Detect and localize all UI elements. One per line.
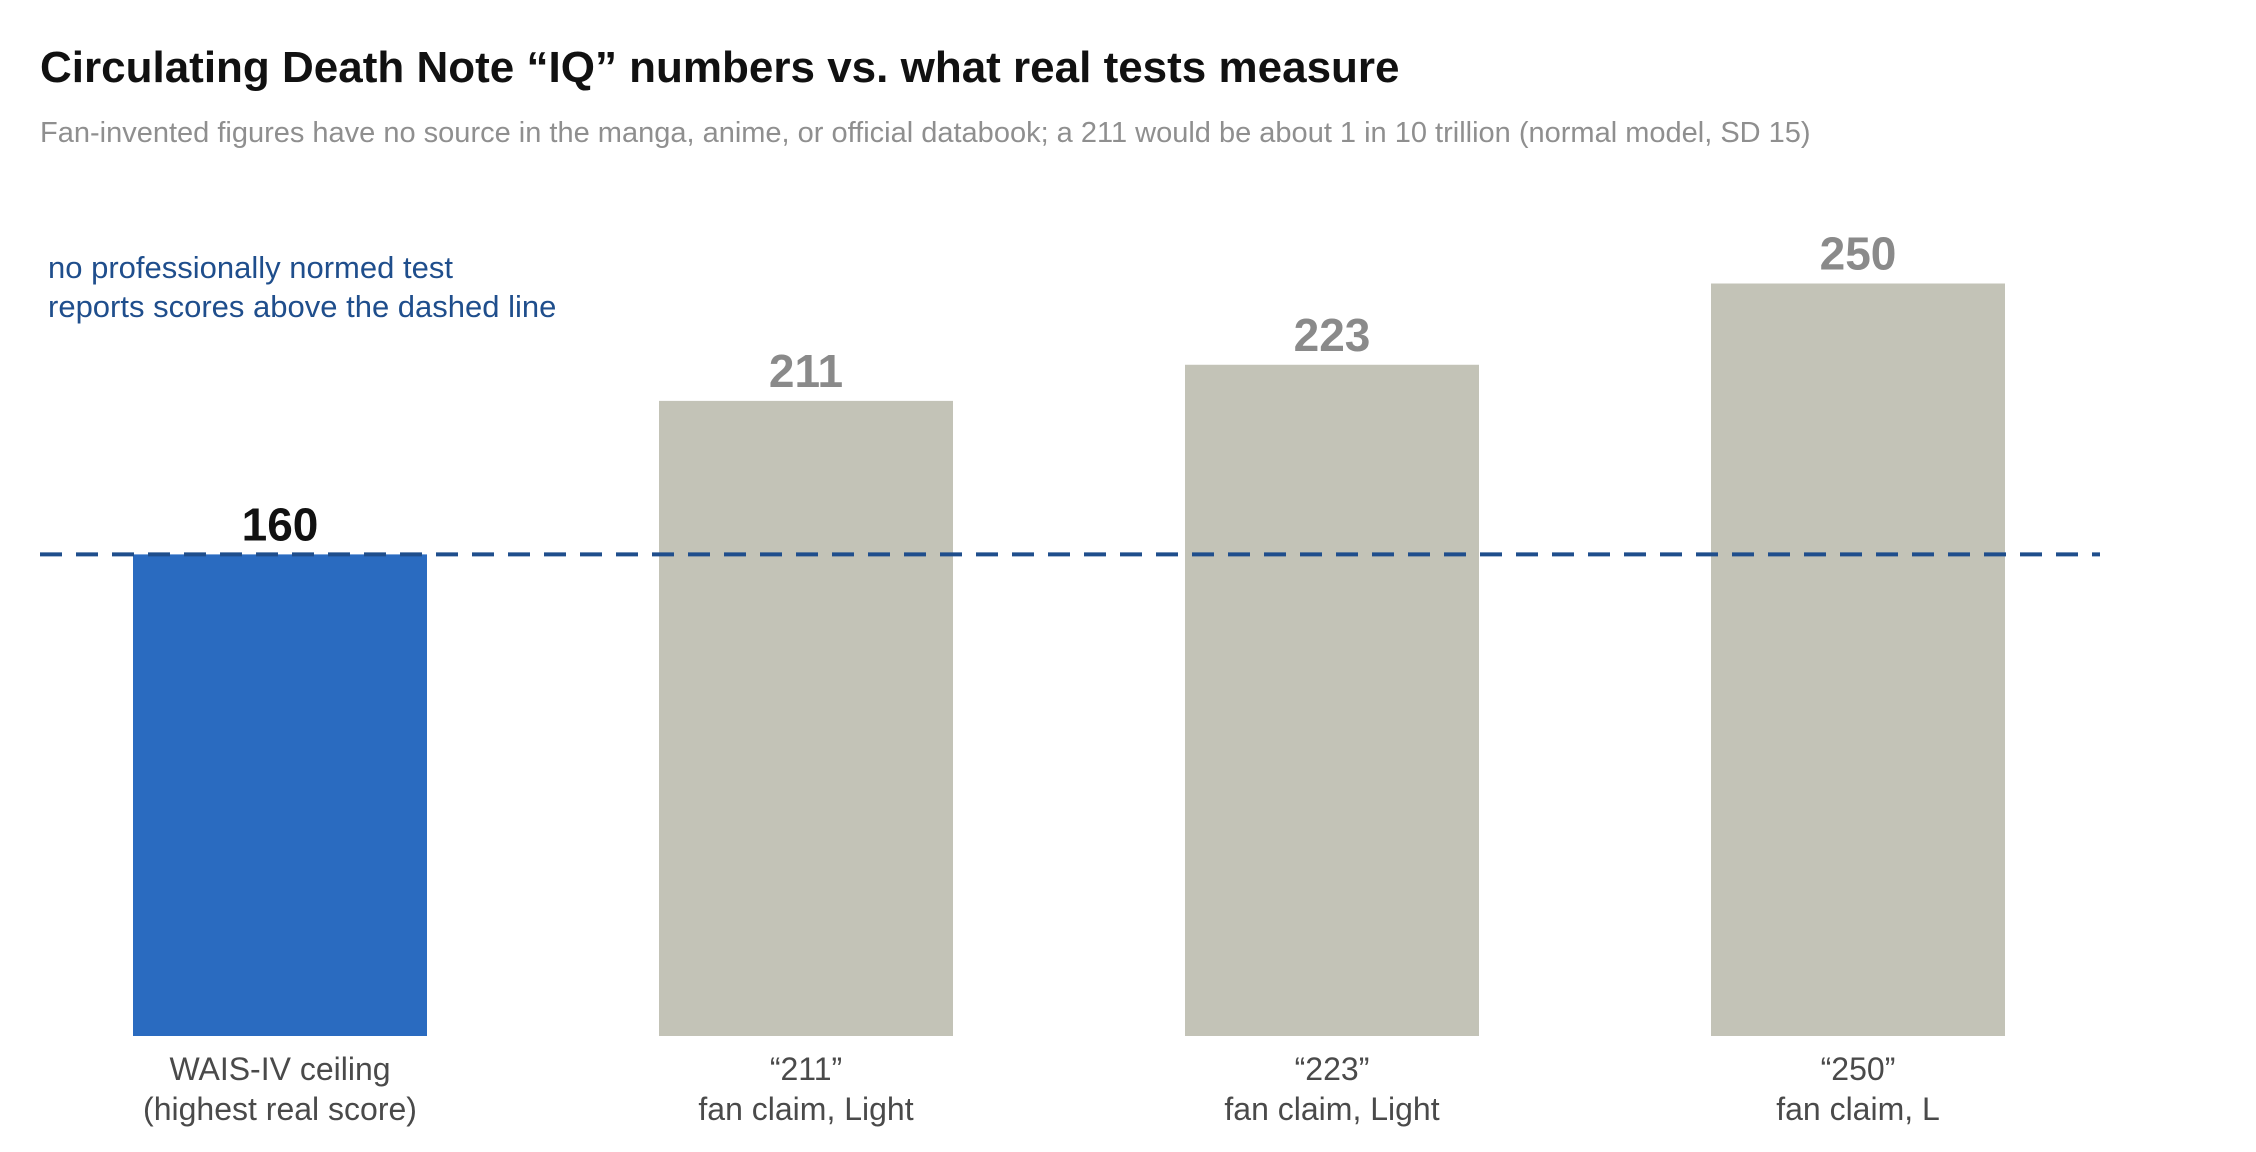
- category-label-line2-2: fan claim, Light: [1224, 1091, 1439, 1127]
- bar-3: [1711, 283, 2005, 1036]
- chart-title: Circulating Death Note “IQ” numbers vs. …: [40, 43, 1400, 92]
- bars-group: [133, 283, 2005, 1036]
- category-labels-group: WAIS-IV ceiling (highest real score) “211”…: [143, 1051, 1940, 1127]
- chart-subtitle: Fan-invented figures have no source in t…: [40, 117, 1811, 149]
- value-labels-group: 160 211 223 250: [242, 228, 1897, 551]
- category-label-line2-3: fan claim, L: [1776, 1091, 1940, 1127]
- bar-2: [1185, 364, 1479, 1036]
- bar-0: [133, 554, 427, 1036]
- reference-note-line-0: no professionally normed test: [48, 250, 453, 285]
- category-label-line2-0: (highest real score): [143, 1091, 417, 1127]
- category-label-line1-0: WAIS-IV ceiling: [169, 1051, 390, 1087]
- value-label-3: 250: [1820, 228, 1897, 280]
- reference-note-group: no professionally normed test reports sco…: [48, 250, 556, 324]
- value-label-0: 160: [242, 498, 319, 550]
- category-label-line1-3: “250”: [1821, 1051, 1896, 1087]
- value-label-2: 223: [1294, 309, 1371, 361]
- category-label-line1-2: “223”: [1295, 1051, 1370, 1087]
- value-label-1: 211: [769, 345, 843, 397]
- reference-note-line-1: reports scores above the dashed line: [48, 289, 556, 324]
- category-label-line2-1: fan claim, Light: [698, 1091, 913, 1127]
- bar-1: [659, 400, 953, 1036]
- category-label-line1-1: “211”: [770, 1051, 842, 1087]
